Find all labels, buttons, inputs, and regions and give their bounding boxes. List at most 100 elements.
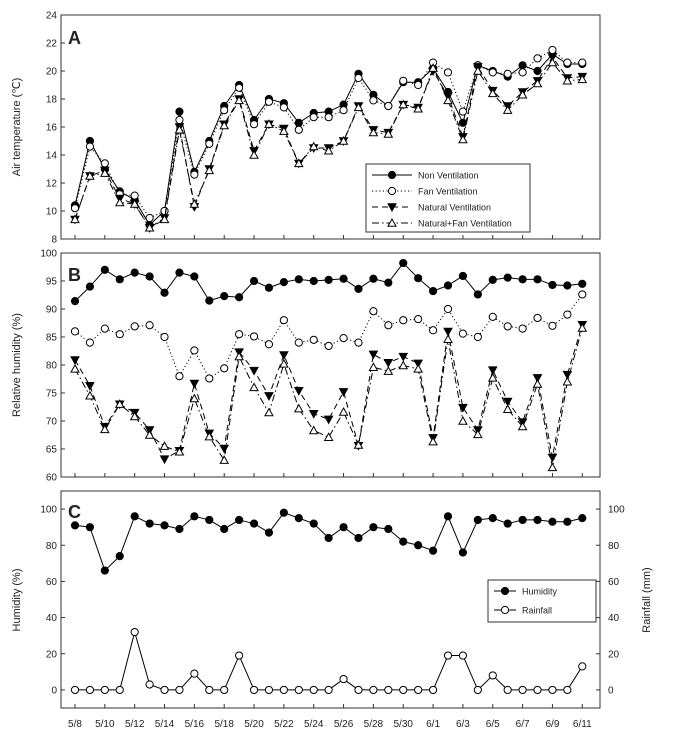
panel-c-x-tick-label: 5/12: [125, 719, 145, 730]
panel-c-humidity-point: [458, 548, 468, 557]
panel-b-natural-ventilation-point: [159, 455, 170, 465]
panel-b-fan-ventilation-point: [533, 313, 542, 323]
panel-c-y2-tick-label: 0: [608, 685, 614, 696]
panel-a-fan-ventilation-point: [578, 58, 587, 67]
panel-a-fan-ventilation-point: [205, 139, 214, 148]
legend-natural-ventilation-label: Natural Ventilation: [418, 203, 491, 213]
panel-b-fan-ventilation-point: [518, 324, 527, 333]
panel-b-non-ventilation-point: [294, 275, 303, 284]
panel-b-y-tick-label: 90: [46, 305, 58, 316]
panel-b-natural-ventilation-point: [323, 415, 334, 425]
panel-a-y-tick-label: 10: [46, 207, 58, 218]
panel-a-fan-ventilation-point: [488, 68, 497, 77]
panel-c-x-tick-label: 6/7: [516, 719, 530, 730]
panel-b-non-ventilation-point: [235, 293, 244, 302]
panel-c-rainfall-point: [294, 685, 303, 695]
panel-c-humidity-point: [145, 519, 154, 528]
panel-c-rainfall-point: [130, 627, 139, 637]
panel-c-x-ticks: [74, 704, 583, 708]
panel-b-natural-fan-ventilation-point: [159, 441, 170, 450]
panel-b-fan-ventilation-point: [130, 322, 139, 331]
panel-b-fan-ventilation-point: [414, 314, 423, 324]
panel-c-humidity-point: [399, 537, 408, 546]
panel-c-humidity-point: [354, 533, 363, 543]
panel-b-non-ventilation-point: [414, 274, 423, 283]
panel-c-humidity-point: [503, 519, 512, 528]
panel-b-natural-fan-ventilation-point: [577, 323, 588, 332]
panel-b-natural-fan-ventilation-point: [353, 440, 364, 449]
panel-a-y-label: Air temperature (℃): [11, 78, 23, 177]
panel-c-rainfall-point: [369, 685, 378, 695]
panel-c-rainfall-point: [503, 685, 512, 695]
panel-b-fan-ventilation-point: [220, 364, 229, 373]
panel-a-fan-ventilation-point: [518, 68, 527, 77]
panel-c-humidity-rainfall: C 0 20 40 60 80 100 0 20 40 60 80 100 Humidity (%)…: [11, 490, 653, 730]
panel-a-y-ticks: 8 10 12 14 16 18 20 22 24: [46, 11, 65, 246]
panel-c-y2-tick-label: 40: [608, 613, 620, 624]
panel-b-fan-ventilation-point: [443, 304, 453, 314]
panel-c-rainfall-point: [414, 685, 423, 695]
panel-c-rainfall-point: [235, 651, 244, 660]
panel-a-fan-ventilation-point: [100, 159, 109, 168]
panel-c-x-tick-label: 6/5: [486, 719, 500, 730]
panel-b-natural-ventilation-point: [264, 392, 274, 401]
panel-c-y-label: Humidity (%): [11, 569, 23, 632]
panel-c-legend-box: [487, 579, 597, 623]
panel-c-humidity-point: [115, 552, 124, 561]
panel-c-x-tick-label: 5/24: [304, 719, 324, 730]
panel-b-natural-fan-ventilation-point: [532, 379, 543, 388]
panel-c-humidity-point: [70, 521, 80, 530]
panel-b-natural-fan-ventilation-point: [338, 407, 349, 416]
panel-c-rainfall-point: [354, 685, 363, 695]
panel-b-letter: B: [68, 265, 81, 285]
panel-c-humidity-point: [563, 517, 572, 526]
panel-c-y-tick-label: 80: [46, 541, 58, 552]
panel-b-natural-ventilation-point: [279, 351, 289, 360]
panel-a-natural-fan-ventilation-point: [547, 57, 558, 67]
panel-b-non-ventilation-point: [70, 297, 80, 306]
panel-c-humidity-point: [578, 514, 587, 523]
panel-c-rainfall-point: [115, 685, 124, 695]
panel-c-humidity-point: [384, 524, 393, 534]
panel-b-non-ventilation-point: [428, 286, 438, 296]
panel-a-fan-ventilation-point: [190, 170, 199, 179]
panel-a-natural-fan-ventilation-point: [398, 99, 409, 109]
panel-a-fan-ventilation-point: [443, 68, 453, 77]
panel-c-x-tick-label: 5/22: [274, 719, 294, 730]
panel-b-non-ventilation-point: [354, 284, 363, 293]
panel-c-rainfall-point: [458, 651, 468, 660]
panel-b-natural-fan-ventilation-line: [74, 327, 583, 468]
panel-b-natural-fan-ventilation-point: [428, 436, 438, 446]
panel-b-non-ventilation-point: [100, 265, 109, 274]
panel-b-natural-ventilation-point: [532, 374, 543, 383]
panel-c-rainfall-point: [548, 685, 557, 695]
panel-b-natural-ventilation-point: [219, 444, 230, 454]
panel-b-fan-ventilation-point: [369, 307, 378, 316]
panel-b-natural-ventilation-point: [338, 388, 349, 397]
panel-c-rainfall-point: [205, 685, 214, 695]
panel-b-natural-fan-ventilation-point: [562, 376, 573, 386]
panel-b-fan-ventilation-point: [190, 346, 199, 355]
panel-b-non-ventilation-point: [548, 280, 557, 290]
panel-b-natural-ventilation-point: [398, 352, 409, 362]
panel-a-fan-ventilation-point: [533, 54, 542, 63]
panel-c-y-tick-label: 0: [51, 685, 57, 696]
panel-c-rainfall-point: [145, 680, 154, 689]
panel-a-fan-ventilation-point: [264, 97, 274, 106]
panel-b-fan-ventilation-point: [279, 316, 288, 325]
panel-a-fan-ventilation-point: [145, 213, 154, 223]
panel-b-natural-ventilation-point: [383, 359, 394, 368]
panel-b-fan-ventilation-point: [115, 330, 124, 339]
panel-c-humidity-point: [324, 533, 333, 543]
panel-b-natural-ventilation-point: [189, 379, 200, 389]
panel-b-natural-fan-ventilation-point: [70, 363, 80, 373]
panel-b-natural-ventilation-point: [85, 382, 95, 391]
panel-c-x-tick-labels: 5/8 5/10 5/12 5/14 5/16 5/18 5/20 5/22 5/24 5/26 5…: [68, 719, 592, 730]
panel-a-x-ticks: [74, 235, 583, 239]
panel-c-y2-label: Rainfall (mm): [641, 567, 653, 632]
panel-a-natural-fan-ventilation-point: [472, 65, 483, 75]
panel-c-rainfall-point: [309, 685, 318, 695]
panel-b-fan-ventilation-point: [205, 374, 214, 383]
panel-c-humidity-point: [190, 512, 199, 521]
panel-a-fan-ventilation-point: [249, 120, 259, 129]
